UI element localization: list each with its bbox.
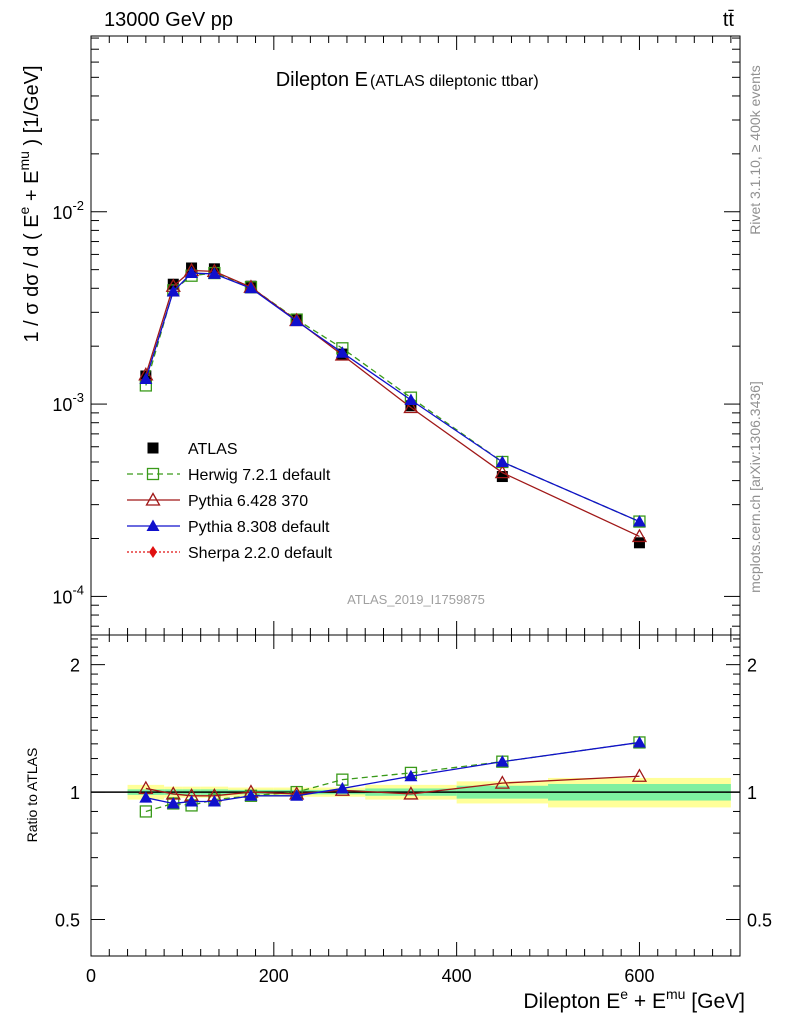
ratio-point-pythia-6-428-370 xyxy=(631,768,648,782)
main-y-tick-label: 10-2 xyxy=(52,198,84,223)
series-line-pythia-8-308-default xyxy=(145,272,640,523)
ratio-point-pythia-8-308-default xyxy=(404,769,418,782)
series-line-pythia-6-428-370 xyxy=(145,269,640,538)
data-point-atlas xyxy=(633,537,645,549)
ratio-point-pythia-8-308-default xyxy=(139,791,153,803)
ratio-y-tick-label: 0.5 xyxy=(55,911,80,931)
legend-marker-pythia-6-428-370 xyxy=(145,492,161,506)
data-point-pythia-6-428-370 xyxy=(631,528,648,543)
plot-title-main: Dilepton E xyxy=(276,69,368,91)
legend-marker-pythia-8-308-default xyxy=(146,519,160,531)
x-axis-label: Dilepton Ee + Emu [GeV] xyxy=(523,986,745,1013)
data-point-pythia-8-308-default xyxy=(404,393,418,406)
x-axis-label-text: Dilepton Ee + Emu [GeV] xyxy=(523,986,745,1013)
x-tick-label: 200 xyxy=(259,966,289,986)
y-axis-label-main: 1 / σ dσ / d ( Ee + Emu ) [1/GeV] xyxy=(16,65,43,342)
ratio-line-pythia-6-428-370 xyxy=(145,775,640,797)
ratio-point-pythia-8-308-default xyxy=(632,735,646,748)
ratio-point-pythia-8-308-default xyxy=(185,795,199,807)
data-point-pythia-6-428-370 xyxy=(494,464,510,479)
legend-marker-sherpa-2-2-0-default xyxy=(149,546,157,558)
ratio-point-pythia-8-308-default xyxy=(335,781,349,794)
plot-title-sub: (ATLAS dileptonic ttbar) xyxy=(370,73,539,90)
ratio-y-tick-label-right: 0.5 xyxy=(747,911,772,931)
data-point-pythia-6-428-370 xyxy=(403,399,419,414)
ratio-y-tick-label-right: 2 xyxy=(747,656,757,676)
x-tick-label: 400 xyxy=(442,966,472,986)
data-point-pythia-8-308-default xyxy=(185,266,199,279)
ratio-point-herwig-7-2-1-default xyxy=(139,805,152,818)
energy-label: 13000 GeV pp xyxy=(104,9,233,31)
legend-entry-sherpa-2-2-0-default: Sherpa 2.2.0 default xyxy=(188,545,333,562)
ratio-axis-ticks: 0 200 400 600 0.5 0.5 1 1 2 2 xyxy=(55,635,772,986)
legend-entry-pythia-8-308-default: Pythia 8.308 default xyxy=(188,519,330,536)
rivet-version-label: Rivet 3.1.10, ≥ 400k events xyxy=(747,65,763,235)
ratio-y-tick-label: 1 xyxy=(70,783,80,803)
ratio-line-pythia-8-308-default xyxy=(145,741,640,805)
data-point-atlas xyxy=(496,471,508,483)
ratio-plot-frame xyxy=(90,634,741,957)
y-axis-label-main-text: 1 / σ dσ / d ( Ee + Emu ) [1/GeV] xyxy=(16,65,43,342)
legend-entry-herwig-7-2-1-default: Herwig 7.2.1 default xyxy=(188,467,331,484)
legend-entry-pythia-6-428-370: Pythia 6.428 370 xyxy=(188,493,308,510)
data-point-atlas xyxy=(167,278,179,290)
process-label: tt̄ xyxy=(723,9,735,31)
ratio-series-group xyxy=(138,735,648,818)
ratio-point-pythia-6-428-370 xyxy=(494,775,510,789)
ratio-point-pythia-8-308-default xyxy=(244,789,258,801)
main-axis-ticks: 10-4 10-3 10-2 xyxy=(52,36,740,635)
main-series-group xyxy=(138,262,648,549)
ratio-point-pythia-8-308-default xyxy=(207,795,221,807)
main-y-tick-label: 10-4 xyxy=(52,582,84,607)
data-point-pythia-8-308-default xyxy=(207,267,221,279)
ratio-plot-panel: 0 200 400 600 0.5 0.5 1 1 2 2 xyxy=(55,634,772,986)
series-line-herwig-7-2-1-default xyxy=(145,272,640,523)
ratio-line-herwig-7-2-1-default xyxy=(145,741,640,813)
data-point-atlas xyxy=(405,400,417,412)
legend: ATLAS Herwig 7.2.1 default Pythia 6.428 37… xyxy=(127,441,333,562)
ratio-point-pythia-6-428-370 xyxy=(403,786,419,800)
main-y-tick-label: 10-3 xyxy=(52,390,84,415)
data-point-pythia-8-308-default xyxy=(139,372,153,385)
legend-marker-atlas xyxy=(147,442,159,454)
legend-marker-herwig-7-2-1-default xyxy=(146,467,160,481)
ratio-point-pythia-8-308-default xyxy=(290,789,304,801)
ratio-point-pythia-8-308-default xyxy=(166,796,180,809)
x-tick-label: 600 xyxy=(624,966,654,986)
ratio-y-tick-label-right: 1 xyxy=(747,783,757,803)
data-point-pythia-8-308-default xyxy=(632,515,646,527)
ratio-y-tick-label: 2 xyxy=(70,656,80,676)
data-point-pythia-8-308-default xyxy=(166,284,180,297)
data-point-pythia-8-308-default xyxy=(335,346,349,358)
y-axis-label-ratio: Ratio to ATLAS xyxy=(24,748,40,843)
analysis-id-label: ATLAS_2019_I1759875 xyxy=(347,592,485,607)
data-point-pythia-8-308-default xyxy=(244,281,258,294)
legend-entry-atlas: ATLAS xyxy=(188,441,238,458)
x-tick-label: 0 xyxy=(86,966,96,986)
data-point-pythia-8-308-default xyxy=(495,455,509,467)
data-point-pythia-8-308-default xyxy=(290,314,304,327)
ratio-point-pythia-8-308-default xyxy=(495,755,509,767)
main-plot-panel: 10-4 10-3 10-2 Dilepton E (ATLAS dileptoni… xyxy=(52,35,741,636)
mcplots-source-label: mcplots.cern.ch [arXiv:1306.3436] xyxy=(747,381,763,593)
